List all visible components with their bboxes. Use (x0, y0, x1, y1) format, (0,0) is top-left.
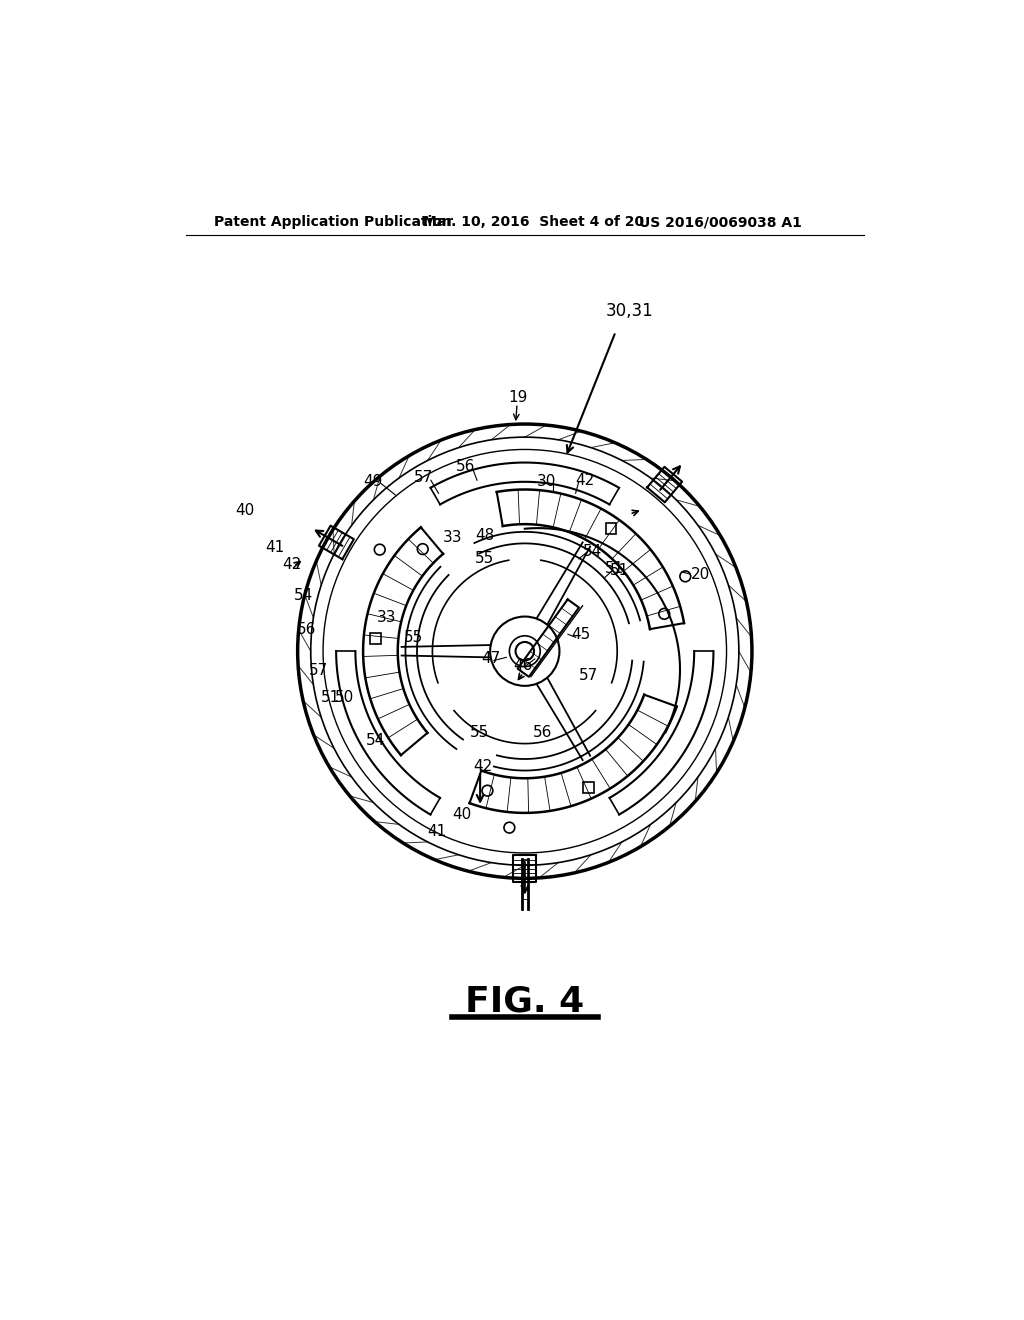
Circle shape (482, 785, 493, 796)
Text: 55: 55 (475, 552, 495, 566)
Text: 42: 42 (283, 557, 302, 573)
Circle shape (418, 544, 428, 554)
Text: 57: 57 (309, 663, 328, 678)
Text: 54: 54 (294, 589, 313, 603)
Text: 56: 56 (532, 725, 552, 739)
Circle shape (658, 609, 670, 619)
Text: 42: 42 (575, 473, 595, 488)
Text: US 2016/0069038 A1: US 2016/0069038 A1 (639, 215, 802, 230)
Text: 51: 51 (322, 690, 340, 705)
Text: 30,31: 30,31 (605, 302, 653, 319)
Text: 47: 47 (481, 651, 501, 667)
Text: 20: 20 (691, 566, 710, 582)
Text: 33: 33 (377, 610, 396, 624)
Text: 56: 56 (296, 622, 315, 638)
Text: 54: 54 (583, 544, 602, 558)
Text: 49: 49 (364, 474, 383, 490)
Circle shape (375, 544, 385, 554)
Text: Mar. 10, 2016  Sheet 4 of 20: Mar. 10, 2016 Sheet 4 of 20 (423, 215, 644, 230)
Text: 45: 45 (571, 627, 591, 642)
Text: 51: 51 (610, 562, 629, 578)
Text: 57: 57 (414, 470, 433, 486)
Text: FIG. 4: FIG. 4 (465, 985, 585, 1019)
Text: 42: 42 (473, 759, 493, 775)
Circle shape (680, 572, 691, 582)
Text: 50: 50 (335, 690, 354, 705)
Text: 30: 30 (537, 474, 556, 490)
Text: 41: 41 (427, 824, 446, 840)
Text: 40: 40 (234, 503, 254, 517)
Text: 55: 55 (470, 725, 489, 741)
Text: 19: 19 (508, 389, 527, 405)
Text: 55: 55 (404, 630, 424, 645)
Text: 48: 48 (475, 528, 495, 544)
Text: 54: 54 (366, 733, 385, 748)
Circle shape (504, 822, 515, 833)
Text: 56: 56 (456, 459, 475, 474)
Text: 40: 40 (452, 807, 471, 822)
Text: 33: 33 (442, 529, 462, 545)
Circle shape (515, 642, 535, 660)
Text: 41: 41 (265, 540, 285, 554)
Circle shape (517, 644, 532, 659)
Text: Patent Application Publication: Patent Application Publication (214, 215, 452, 230)
Text: 57: 57 (580, 668, 598, 684)
Text: 46: 46 (514, 657, 532, 673)
Text: 51: 51 (604, 561, 624, 576)
